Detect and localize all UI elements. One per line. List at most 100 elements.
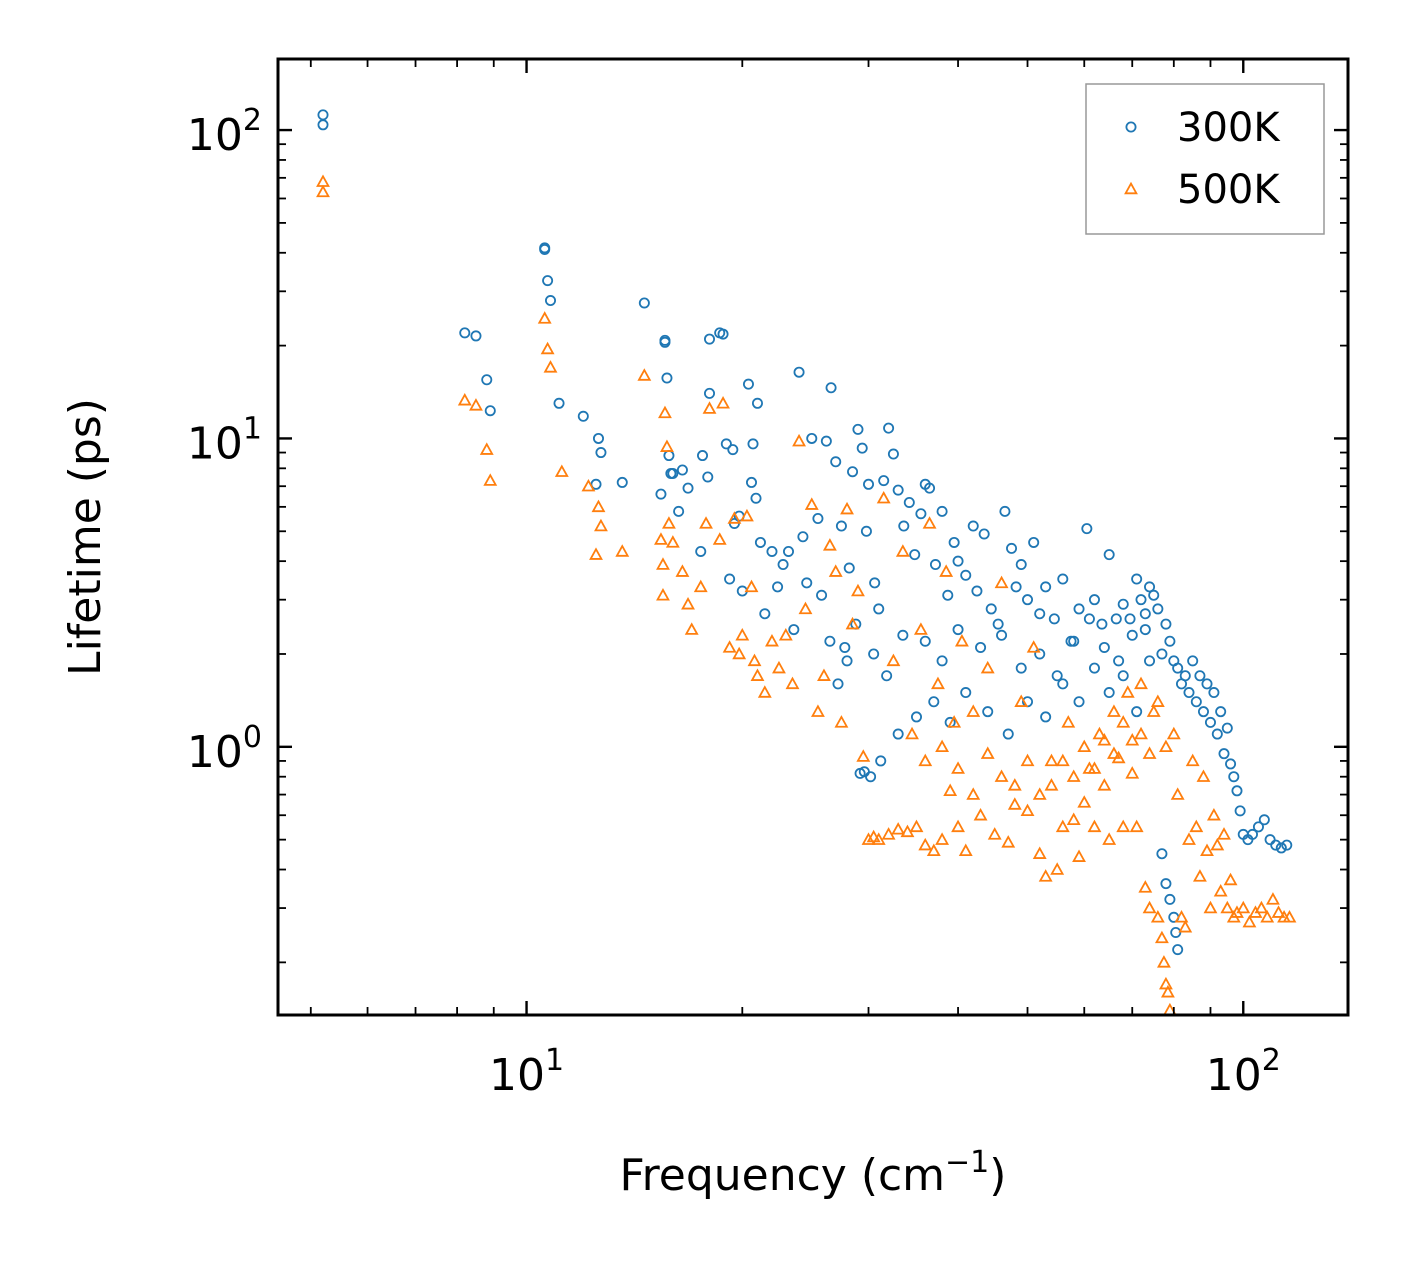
point-500k-153 — [1007, 797, 1022, 810]
point-300k-74 — [892, 484, 904, 496]
point-500k-79 — [966, 704, 981, 717]
point-500k-38 — [750, 668, 765, 681]
point-500k-45 — [798, 601, 813, 615]
point-300k-111 — [1131, 573, 1143, 585]
point-500k-46 — [804, 497, 819, 510]
point-500k-81 — [980, 660, 995, 674]
point-500k-12 — [594, 518, 608, 532]
point-300k-134 — [1218, 748, 1230, 760]
point-500k-166 — [1142, 746, 1157, 759]
point-300k-188 — [1139, 608, 1151, 620]
point-500k-130 — [1206, 807, 1221, 821]
point-500k-152 — [994, 769, 1009, 782]
legend: 300K 500K — [1085, 83, 1325, 235]
point-300k-168 — [1144, 655, 1156, 667]
point-500k-85 — [1007, 778, 1022, 791]
point-500k-148 — [935, 739, 950, 753]
point-300k-148 — [1281, 839, 1293, 851]
point-300k-47 — [766, 545, 778, 557]
point-300k-50 — [783, 545, 795, 557]
point-300k-77 — [909, 549, 921, 561]
point-500k-107 — [1125, 766, 1140, 779]
point-300k-99 — [1040, 581, 1052, 593]
point-300k-110 — [1124, 613, 1136, 625]
y-tick-label: 102 — [187, 103, 262, 161]
point-500k-143 — [1266, 892, 1280, 905]
point-500k-8 — [543, 360, 558, 373]
point-300k-4 — [481, 374, 493, 386]
point-500k-74 — [943, 783, 958, 797]
point-500k-156 — [1044, 778, 1059, 791]
point-500k-91 — [1044, 753, 1059, 767]
point-500k-52 — [840, 501, 854, 515]
point-300k-85 — [952, 555, 964, 567]
point-300k-116 — [1152, 603, 1164, 615]
point-500k-71 — [931, 676, 945, 690]
point-500k-33 — [732, 646, 747, 660]
point-300k-60 — [830, 456, 842, 468]
y-axis-title: Lifetime (ps) — [60, 398, 111, 676]
point-500k-110 — [1138, 880, 1153, 893]
point-300k-137 — [1228, 771, 1240, 783]
point-500k-47 — [810, 704, 825, 717]
point-300k-54 — [801, 577, 813, 589]
point-300k-187 — [1126, 629, 1138, 641]
point-500k-66 — [909, 819, 924, 833]
legend-marker-300k — [1125, 121, 1137, 133]
point-300k-29 — [702, 471, 714, 483]
point-500k-131 — [1210, 837, 1225, 851]
point-300k-182 — [1051, 670, 1063, 682]
point-300k-11 — [577, 410, 589, 422]
point-300k-163 — [1073, 696, 1085, 708]
point-500k-36 — [744, 579, 759, 593]
point-500k-139 — [1242, 914, 1257, 928]
point-300k-91 — [992, 618, 1004, 630]
point-500k-76 — [951, 819, 965, 833]
point-300k-104 — [1081, 523, 1093, 535]
point-300k-125 — [1187, 655, 1199, 667]
point-500k-167 — [1150, 694, 1165, 707]
point-300k-80 — [924, 482, 936, 494]
point-500k-147 — [918, 753, 933, 767]
point-500k-67 — [913, 622, 928, 635]
point-500k-87 — [1020, 803, 1035, 817]
point-500k-61 — [886, 653, 901, 667]
point-300k-135 — [1221, 722, 1233, 734]
point-500k-25 — [684, 622, 699, 635]
point-500k-108 — [1129, 819, 1144, 833]
point-300k-178 — [975, 641, 987, 653]
point-300k-88 — [971, 585, 983, 597]
point-500k-99 — [1087, 819, 1102, 833]
point-300k-112 — [1135, 594, 1147, 606]
point-300k-62 — [839, 641, 851, 653]
point-500k-30 — [716, 396, 730, 409]
point-500k-77 — [954, 633, 969, 647]
point-300k-173 — [1170, 926, 1182, 938]
point-300k-41 — [746, 476, 758, 488]
point-300k-2 — [459, 327, 471, 339]
point-300k-15 — [616, 476, 628, 488]
point-300k-159 — [1002, 728, 1014, 740]
point-500k-121 — [1174, 910, 1189, 923]
point-300k-36 — [727, 444, 739, 456]
point-500k-146 — [1282, 910, 1297, 923]
point-300k-57 — [816, 589, 828, 601]
point-300k-176 — [936, 655, 948, 667]
point-500k-6 — [537, 311, 552, 324]
point-500k-157 — [1055, 753, 1070, 767]
point-500k-48 — [817, 668, 831, 681]
point-300k-147 — [1275, 842, 1287, 854]
point-300k-113 — [1139, 624, 1151, 636]
point-500k-26 — [693, 579, 708, 593]
point-300k-7 — [539, 242, 551, 254]
point-500k-113 — [1150, 910, 1165, 923]
point-300k-165 — [1103, 687, 1115, 699]
x-axis-title-close: ) — [989, 1150, 1006, 1201]
point-300k-83 — [942, 589, 954, 601]
point-500k-117 — [1160, 984, 1175, 998]
point-500k-21 — [665, 535, 680, 548]
point-500k-43 — [785, 676, 800, 690]
point-300k-109 — [1117, 598, 1129, 610]
point-300k-3 — [470, 330, 482, 342]
point-500k-96 — [1072, 849, 1086, 862]
